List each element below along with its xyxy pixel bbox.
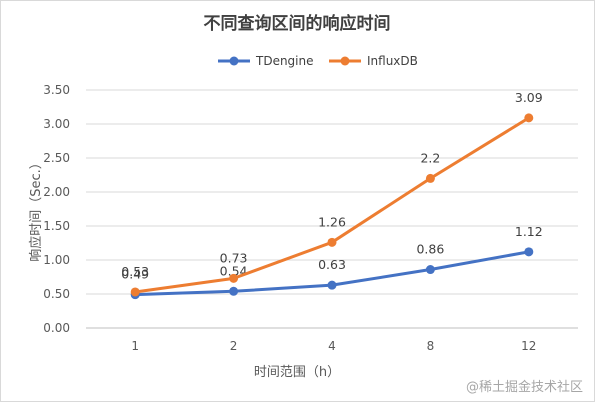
- influxdb-point: [229, 273, 239, 283]
- influxdb-point: [327, 237, 337, 247]
- x-tick-label: 2: [230, 339, 238, 353]
- influxdb-point: [130, 287, 140, 297]
- x-tick-label: 12: [521, 339, 536, 353]
- x-tick-label: 4: [328, 339, 336, 353]
- series-influxdb: 0.53 0.73 1.26 2.2 3.09: [121, 90, 543, 297]
- watermark: @稀土掘金技术社区: [466, 379, 583, 395]
- tdengine-point: [229, 286, 239, 296]
- x-tick-label: 1: [131, 339, 139, 353]
- series-group: 0.49 0.54 0.630.861.120.530.731.262.23.09: [121, 90, 543, 300]
- legend-item-tdengine: TDengine: [218, 54, 314, 68]
- x-axis-ticks: 1 2 4 8 12: [131, 339, 536, 353]
- legend-swatch-marker: [340, 56, 350, 66]
- influxdb-data-label: 1.26: [318, 214, 346, 229]
- y-tick-label: 3.00: [43, 117, 70, 131]
- y-tick-label: 0.00: [43, 321, 70, 335]
- y-tick-label: 0.50: [43, 287, 70, 301]
- influxdb-data-label: 2.2: [420, 150, 440, 165]
- influxdb-data-label: 0.73: [220, 250, 248, 265]
- tdengine-data-label: 0.49: [121, 267, 149, 282]
- legend-swatch-marker: [229, 56, 239, 66]
- y-axis-title: 响应时间（Sec.）: [28, 156, 44, 262]
- influxdb-data-label: 3.09: [515, 90, 543, 105]
- tdengine-point: [327, 280, 337, 290]
- y-tick-label: 2.50: [43, 151, 70, 165]
- legend: TDengine InfluxDB: [218, 54, 418, 68]
- tdengine-point: [425, 265, 435, 275]
- tdengine-data-label: 1.12: [515, 224, 543, 239]
- legend-label: InfluxDB: [367, 54, 418, 68]
- x-tick-label: 8: [427, 339, 435, 353]
- x-axis-title: 时间范围（h）: [254, 365, 340, 380]
- legend-item-influxdb: InfluxDB: [329, 54, 418, 68]
- legend-label: TDengine: [255, 54, 314, 68]
- gridlines: [86, 89, 578, 329]
- influxdb-point: [425, 173, 435, 183]
- y-tick-label: 3.50: [43, 83, 70, 97]
- y-tick-label: 1.50: [43, 219, 70, 233]
- y-axis-ticks: 0.00 0.50 1.00 1.50 2.00 2.50 3.00 3.50: [43, 83, 70, 335]
- tdengine-point: [524, 247, 534, 257]
- y-tick-label: 2.00: [43, 185, 70, 199]
- chart-title: 不同查询区间的响应时间: [204, 13, 391, 34]
- influxdb-data-label: 0.53: [121, 264, 149, 279]
- tdengine-data-label: 0.63: [318, 257, 346, 272]
- series-tdengine: 0.49 0.54 0.630.861.12: [121, 224, 543, 300]
- tdengine-data-label: 0.86: [416, 242, 444, 257]
- y-tick-label: 1.00: [43, 253, 70, 267]
- influxdb-point: [524, 113, 534, 123]
